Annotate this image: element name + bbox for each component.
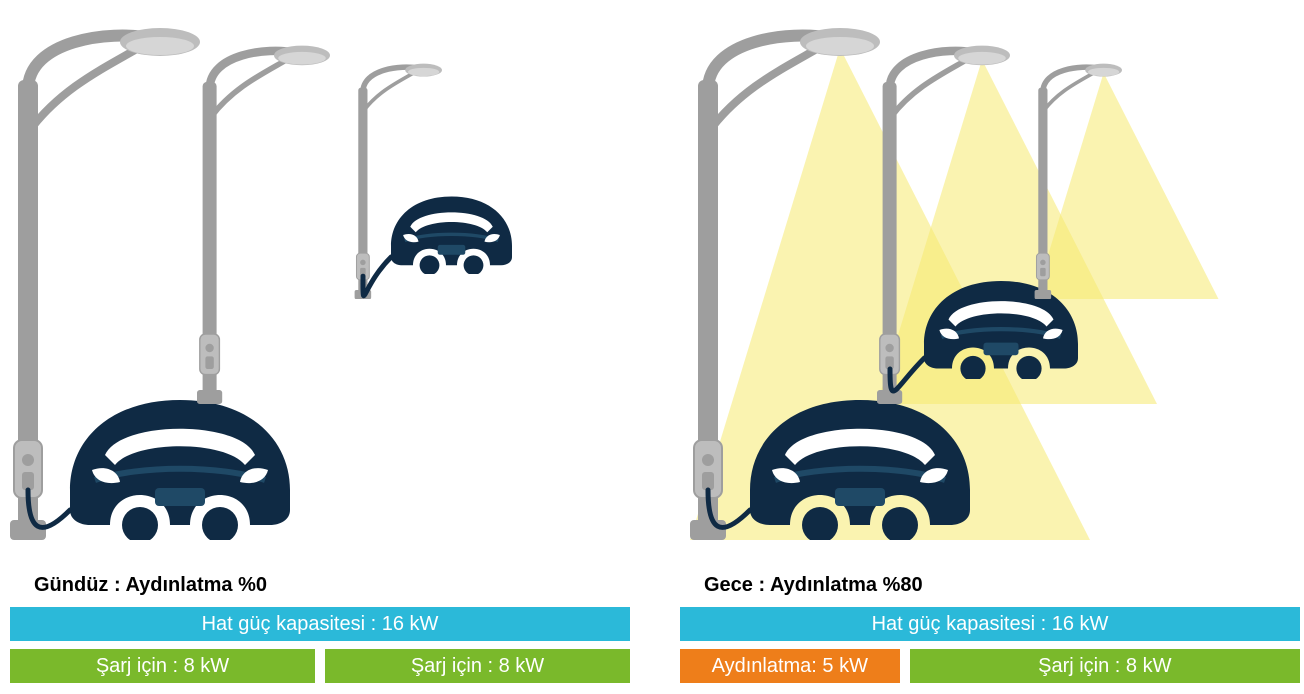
streetlamp-icon [1030, 60, 1122, 299]
nighttime-title: Gece : Aydınlatma %80 [680, 570, 1300, 607]
ev-car-icon [380, 180, 523, 274]
bar-split: Şarj için : 8 kW [325, 649, 630, 683]
scene-daytime [0, 0, 620, 570]
bar-split: Şarj için : 8 kW [10, 649, 315, 683]
bar-line-capacity-left: Hat güç kapasitesi : 16 kW [10, 607, 630, 641]
row-splits-left: Şarj için : 8 kW Şarj için : 8 kW [10, 649, 630, 691]
daytime-title: Gündüz : Aydınlatma %0 [10, 570, 630, 607]
bar-split: Aydınlatma: 5 kW [680, 649, 900, 683]
labels-nighttime: Gece : Aydınlatma %80 Hat güç kapasitesi… [680, 570, 1300, 691]
row-splits-right: Aydınlatma: 5 kW Şarj için : 8 kW [680, 649, 1300, 691]
ev-car [380, 180, 523, 274]
streetlamp [190, 40, 330, 404]
scene-nighttime [680, 0, 1300, 570]
streetlamp [1030, 60, 1122, 299]
bar-line-capacity-right: Hat güç kapasitesi : 16 kW [680, 607, 1300, 641]
bar-split: Şarj için : 8 kW [910, 649, 1300, 683]
labels-daytime: Gündüz : Aydınlatma %0 Hat güç kapasites… [10, 570, 630, 691]
streetlamp-icon [190, 40, 330, 404]
panel-nighttime [680, 0, 1300, 570]
panel-daytime [0, 0, 620, 570]
